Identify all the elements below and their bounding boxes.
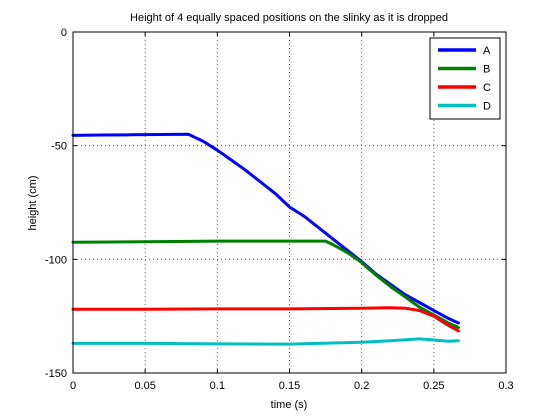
x-tick-label: 0.15 xyxy=(279,380,300,392)
legend-label-b: B xyxy=(483,64,490,76)
series-line-a xyxy=(71,132,460,325)
series-lines xyxy=(71,132,460,346)
y-tick-label: 0 xyxy=(61,27,67,39)
x-tick-label: 0.2 xyxy=(354,380,369,392)
x-tick-label: 0.05 xyxy=(134,380,155,392)
y-axis-title: height (cm) xyxy=(27,175,39,230)
series-line-c xyxy=(71,306,460,333)
x-tick-label: 0.25 xyxy=(423,380,444,392)
x-tick-label: 0.3 xyxy=(498,380,513,392)
legend-label-d: D xyxy=(483,101,491,113)
y-tick-label: -100 xyxy=(45,254,67,266)
x-axis-title: time (s) xyxy=(271,399,308,411)
series-line-b xyxy=(71,239,460,329)
series-line-d xyxy=(71,337,460,346)
x-tick-label: 0.1 xyxy=(210,380,225,392)
y-tick-label: -150 xyxy=(45,368,67,380)
chart-title: Height of 4 equally spaced positions on … xyxy=(130,12,448,24)
axis-ticks: 0 0.05 0.1 0.15 0.2 0.25 0.3 0 -50 -100 -150 xyxy=(45,27,514,392)
y-tick-label: -50 xyxy=(51,141,67,153)
legend-label-c: C xyxy=(483,82,491,94)
legend-label-a: A xyxy=(483,45,491,57)
x-tick-label: 0 xyxy=(70,380,76,392)
